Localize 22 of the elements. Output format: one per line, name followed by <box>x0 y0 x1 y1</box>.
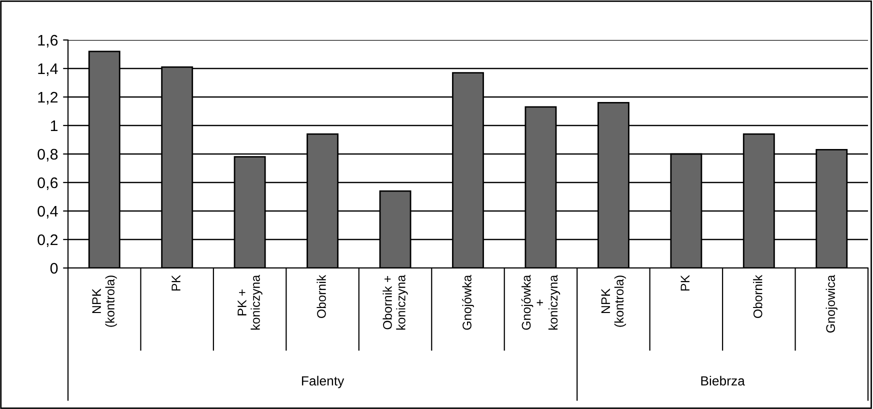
y-tick-label: 0,6 <box>38 177 58 190</box>
x-tick-label: PK <box>172 274 180 290</box>
y-tick-label: 1,6 <box>38 34 58 48</box>
x-tick-label: Obornik <box>753 274 762 318</box>
y-tick-label: 0,2 <box>38 234 58 247</box>
x-tick-label: Obornik <box>316 274 326 318</box>
x-tick-label: Gnojowica <box>826 274 838 333</box>
x-tick-label: NPK (kontrola) <box>601 276 626 327</box>
x-tick-label: Gnojówka <box>462 274 474 330</box>
y-tick-label: 0,4 <box>38 206 58 218</box>
x-tick-label: PK + koniczyna <box>238 274 262 330</box>
x-tick-label: PK <box>680 274 690 290</box>
x-tick-label: Obornik + koniczyna <box>382 274 408 330</box>
y-tick-label: 0,8 <box>38 148 58 162</box>
x-tick-label: NPK (kontrola) <box>92 276 117 327</box>
text: Biebrza <box>701 376 745 386</box>
y-tick-label: 0 <box>50 262 58 274</box>
y-tick-label: 1,4 <box>38 64 58 76</box>
x-tick-label: Gnojówka + koniczyna <box>521 274 560 330</box>
y-tick-label: 1,2 <box>38 92 58 104</box>
text: Falenty <box>302 376 344 388</box>
y-tick-label: 1 <box>50 120 58 132</box>
